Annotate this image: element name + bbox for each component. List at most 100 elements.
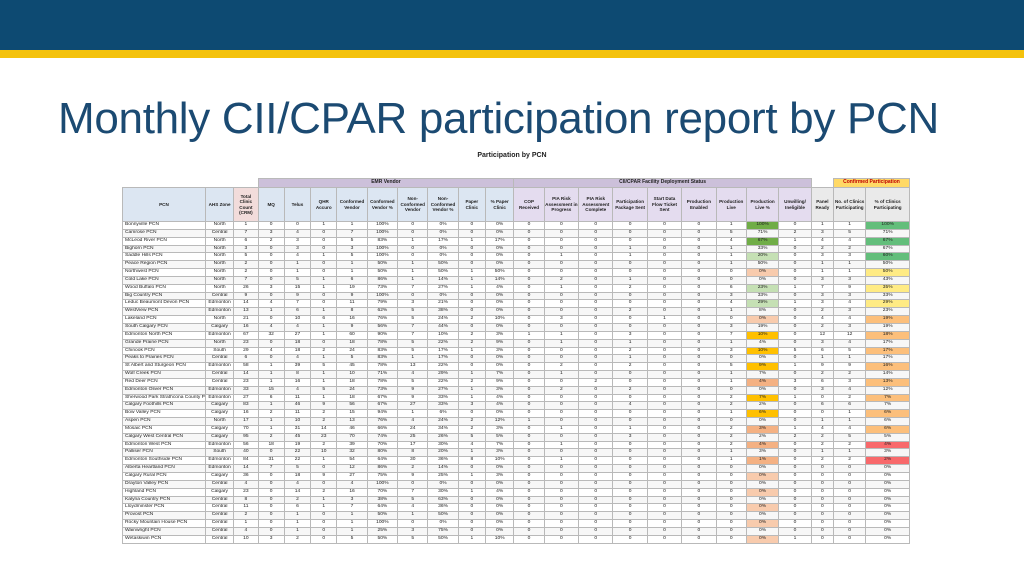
table-cell: 1 [336, 511, 368, 521]
table-cell: Highland PCN [122, 487, 206, 497]
table-cell: 11 [233, 503, 259, 513]
table-cell: 0 [646, 519, 683, 528]
table-cell: 25 [397, 432, 429, 442]
table-row: Leduc Beaumont Devon PCN Edmonton 14 4 7 0 11 7… [122, 299, 910, 309]
table-cell: 1 [513, 417, 545, 426]
table-cell: 0 [681, 354, 717, 364]
table-cell: 14% [427, 275, 459, 285]
table-cell: 0% [865, 511, 910, 521]
table-cell: 0 [543, 393, 580, 403]
table-row: Camrose PCN Central 7 3 4 0 7 100% 0 0% 0 0% 0 0 0 0 0 0 5… [122, 228, 910, 238]
table-cell: 10 [233, 534, 259, 544]
table-cell: 40 [233, 448, 259, 458]
table-cell: 44% [427, 322, 459, 332]
table-cell: 0 [810, 464, 834, 473]
table-cell: 22% [427, 338, 459, 348]
table-cell: 86% [366, 464, 399, 473]
table-row: Chinook PCN South 29 4 18 2 24 83% 5 17% 1 3% 0 0 0 2 0 0… [122, 346, 910, 356]
table-cell: 0 [778, 495, 812, 505]
group-header-confirmed: Confirmed Participation [832, 178, 911, 188]
table-cell: North [204, 283, 235, 293]
table-cell: 0 [715, 479, 747, 489]
table-cell: 10 [283, 417, 312, 426]
table-cell: 4% [745, 377, 780, 387]
table-cell: 1 [310, 283, 338, 293]
table-cell: 0 [681, 268, 717, 277]
table-cell: 17 [233, 417, 259, 426]
table-cell: 9 [283, 291, 312, 301]
table-cell: 0 [778, 275, 812, 285]
table-cell: 71% [745, 228, 780, 238]
table-cell: 9 [310, 472, 338, 481]
table-cell: 1 [457, 275, 486, 285]
table-cell: 0 [646, 456, 683, 466]
table-cell: 0 [513, 315, 545, 324]
table-cell: 2% [745, 401, 780, 411]
table-cell: 0 [513, 503, 545, 513]
table-cell: Lloydminster PCN [122, 503, 206, 513]
table-cell: 0% [427, 519, 459, 528]
table-cell: 58 [233, 362, 259, 372]
table-cell: 0 [681, 487, 717, 497]
table-cell: 0 [578, 424, 614, 434]
table-cell: 0% [745, 354, 780, 364]
table-cell: 1 [832, 409, 867, 419]
table-cell: 0 [257, 526, 285, 536]
table-cell: 7 [397, 322, 429, 332]
table-cell: 0 [612, 315, 648, 324]
table-cell: 3 [612, 330, 648, 340]
table-cell: 0 [257, 495, 285, 505]
table-cell: 0% [427, 228, 459, 238]
table-cell: Central [204, 354, 235, 364]
table-cell: 1 [778, 424, 812, 434]
table-cell: 0% [484, 260, 515, 270]
table-cell: 23 [310, 432, 338, 442]
table-row: Highland PCN Calgary 23 0 14 2 16 70% 7 30% 1 4% 0 0 0… [122, 487, 910, 497]
table-cell: 0 [681, 472, 717, 481]
table-cell: 1 [832, 448, 867, 458]
table-cell: 0 [513, 260, 545, 270]
table-cell: Calgary West Central PCN [122, 432, 206, 442]
table-cell: 1 [257, 377, 285, 387]
table-cell: 16 [233, 322, 259, 332]
table-cell: 0 [578, 503, 614, 513]
table-cell: 12 [336, 464, 368, 473]
table-cell: 83% [366, 354, 399, 364]
table-cell: Peace Region PCN [122, 260, 206, 270]
table-cell: 5 [457, 432, 486, 442]
table-cell: 0 [832, 534, 867, 544]
table-cell: 3 [257, 534, 285, 544]
table-cell: 0 [397, 221, 429, 230]
table-cell: Central [204, 370, 235, 379]
table-cell: 0% [745, 487, 780, 497]
table-cell: 64% [366, 503, 399, 513]
table-cell: 1 [310, 221, 338, 230]
table-cell: 1 [543, 424, 580, 434]
table-cell: 30% [427, 487, 459, 497]
table-cell: 5 [832, 432, 867, 442]
table-cell: 4% [745, 338, 780, 348]
table-cell: 0 [681, 315, 717, 324]
table-cell: 0 [612, 221, 648, 230]
table-cell: 0% [745, 275, 780, 285]
table-cell: 0 [715, 417, 747, 426]
table-cell: 1 [715, 338, 747, 348]
table-cell: 0 [646, 503, 683, 513]
table-cell: 5 [397, 534, 429, 544]
table-cell: 0 [578, 440, 614, 450]
table-cell: 2 [310, 409, 338, 419]
table-cell: 50% [427, 511, 459, 521]
table-cell: 0 [513, 228, 545, 238]
table-cell: 4 [397, 417, 429, 426]
table-cell: 0 [543, 432, 580, 442]
table-cell: 4 [715, 236, 747, 246]
table-cell: 3 [810, 252, 834, 262]
table-cell: 0 [681, 370, 717, 379]
table-cell: 0 [832, 511, 867, 521]
table-cell: 54 [336, 456, 368, 466]
table-cell: 0 [612, 236, 648, 246]
table-cell: 0 [715, 511, 747, 521]
table-cell: 0 [543, 417, 580, 426]
table-cell: 0 [457, 519, 486, 528]
table-cell: 7% [865, 393, 910, 403]
